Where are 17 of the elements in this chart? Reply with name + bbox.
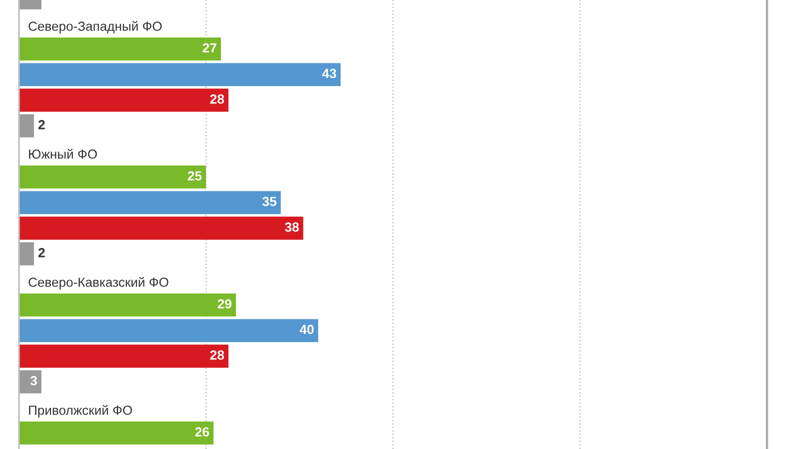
data-label: 2 xyxy=(38,120,45,130)
data-label: 35 xyxy=(262,196,276,206)
data-label: 38 xyxy=(284,222,299,232)
data-label: 43 xyxy=(322,68,336,78)
y-tick-label: Южный ФО xyxy=(29,148,97,159)
y-tick-label: Приволжский ФО xyxy=(29,405,132,418)
data-label: 3 xyxy=(30,376,37,386)
data-label: 26 xyxy=(195,427,210,437)
data-label: 2 xyxy=(38,248,45,258)
data-label: 28 xyxy=(210,94,224,104)
y-tick-label: Северо-Кавказский ФО xyxy=(28,277,168,290)
y-tick-label: Северо-Западный ФО xyxy=(28,21,162,34)
data-label: 29 xyxy=(218,299,232,309)
data-label: 40 xyxy=(300,324,314,334)
data-label: 25 xyxy=(188,171,202,181)
data-label: 28 xyxy=(210,350,224,360)
data-label: 27 xyxy=(202,43,216,52)
